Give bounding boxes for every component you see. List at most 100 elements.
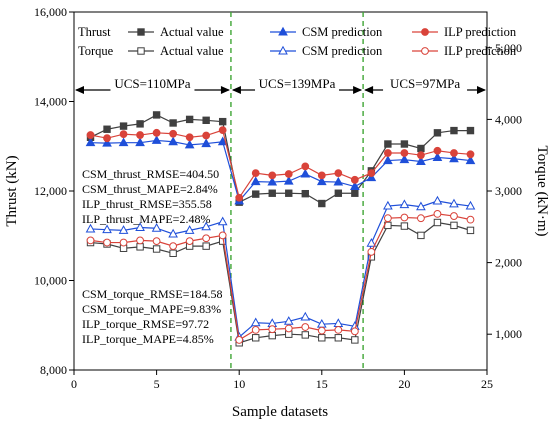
data-point-s1-7	[201, 138, 212, 148]
data-point-s1-23	[465, 155, 476, 165]
x-axis-label: Sample datasets	[232, 404, 328, 420]
data-point-s4-2	[118, 225, 129, 234]
data-point-s4-0	[85, 223, 96, 233]
legend-label-1-1: CSM prediction	[302, 44, 383, 58]
data-point-s1-22	[449, 153, 459, 163]
data-point-s1-0	[85, 137, 96, 147]
data-point-s0-22	[450, 126, 458, 135]
data-point-s5-16	[350, 327, 359, 336]
data-point-s0-20	[417, 144, 425, 153]
y-tick-label-right-0: 1,000	[495, 327, 522, 341]
legend-swatch-marker-1-1	[278, 45, 288, 55]
data-point-s4-8	[217, 216, 228, 226]
region-label-bg-1	[255, 79, 340, 96]
data-point-s4-3	[135, 222, 145, 232]
data-point-s1-12	[283, 175, 294, 185]
region-arrowhead-left-0	[75, 86, 84, 94]
data-point-s1-19	[399, 154, 410, 164]
data-point-s2-8	[218, 126, 227, 135]
data-point-s0-18	[384, 140, 392, 148]
data-point-s5-21	[433, 210, 442, 218]
legend-label-0-0: Actual value	[160, 25, 224, 39]
legend-label-0-2: ILP prediction	[444, 25, 517, 39]
data-point-s1-20	[416, 156, 426, 165]
y-tick-label-left-0: 8,000	[40, 363, 67, 377]
y-tick-label-left-4: 16,000	[34, 5, 67, 19]
data-point-s4-4	[151, 223, 162, 232]
data-point-s5-17	[367, 247, 376, 256]
x-tick-label-5: 25	[481, 377, 493, 391]
data-point-s0-6	[185, 115, 194, 124]
data-point-s0-8	[218, 117, 227, 126]
data-point-s1-16	[349, 181, 360, 191]
y-tick-label-right-3: 4,000	[495, 112, 522, 126]
data-point-s2-19	[400, 149, 409, 157]
torque-metric-1: CSM_torque_MAPE=9.83%	[82, 302, 221, 316]
y-tick-label-right-4: 5,000	[495, 41, 522, 55]
region-arrowhead-right-1	[353, 86, 363, 94]
torque-metric-3: ILP_torque_MAPE=4.85%	[82, 332, 214, 346]
data-point-s1-18	[383, 155, 393, 165]
data-point-s4-1	[102, 224, 112, 234]
y-tick-label-left-2: 12,000	[34, 184, 67, 198]
data-point-s3-22	[450, 221, 458, 230]
data-point-s5-19	[400, 213, 409, 222]
region-label-2: UCS=97MPa	[390, 76, 460, 91]
data-point-s1-8	[217, 136, 228, 146]
data-point-s1-11	[267, 176, 278, 186]
legend-swatch-marker-0-1	[278, 26, 288, 36]
data-point-s3-3	[136, 243, 144, 251]
data-point-s1-3	[135, 137, 145, 147]
data-point-s1-5	[168, 136, 178, 146]
data-point-s4-21	[432, 195, 443, 205]
data-point-s3-19	[400, 222, 409, 230]
data-point-s3-11	[268, 331, 276, 340]
data-point-s5-2	[119, 238, 128, 247]
region-label-0: UCS=110MPa	[114, 76, 190, 91]
data-point-s4-7	[201, 221, 212, 231]
data-point-s2-12	[284, 170, 293, 178]
data-point-s5-4	[152, 237, 161, 246]
thrust-metric-2: ILP_thrust_RMSE=355.58	[82, 197, 212, 211]
data-point-s1-15	[333, 176, 344, 186]
data-point-s0-4	[152, 111, 161, 119]
legend-swatch-marker-1-0	[137, 47, 145, 55]
data-point-s2-4	[152, 128, 161, 137]
region-label-bg-0	[110, 79, 195, 96]
data-point-s4-5	[168, 228, 178, 238]
data-point-s5-7	[202, 234, 211, 243]
y-tick-label-right-1: 2,000	[495, 256, 522, 270]
data-point-s4-13	[300, 311, 311, 321]
data-point-s4-6	[184, 225, 195, 234]
data-point-s4-10	[250, 317, 261, 327]
thrust-metric-1: CSM_thrust_MAPE=2.84%	[82, 182, 218, 196]
data-point-s1-10	[250, 176, 261, 186]
y-tick-label-left-1: 10,000	[34, 274, 67, 288]
data-point-s2-7	[202, 131, 211, 140]
data-point-s2-2	[119, 130, 128, 139]
data-point-s1-6	[184, 139, 195, 149]
legend-swatch-marker-1-2	[421, 47, 429, 55]
data-point-s2-1	[103, 134, 111, 143]
data-point-s0-5	[169, 119, 177, 127]
data-point-s2-18	[383, 149, 392, 157]
data-point-s3-23	[466, 226, 475, 235]
data-point-s5-5	[169, 242, 178, 251]
data-point-s0-19	[400, 140, 409, 148]
region-arrowhead-right-2	[477, 86, 486, 94]
region-arrowhead-left-1	[231, 86, 241, 94]
region-arrowhead-right-0	[220, 86, 230, 94]
data-point-s4-17	[366, 238, 377, 247]
region-label-1: UCS=139MPa	[259, 76, 336, 91]
data-point-s1-13	[300, 168, 311, 178]
data-point-s2-10	[251, 169, 260, 178]
data-point-s1-14	[316, 176, 327, 186]
data-point-s4-15	[333, 318, 344, 327]
data-point-s0-2	[119, 122, 128, 130]
data-point-s0-3	[136, 120, 144, 128]
data-point-s0-23	[466, 126, 475, 135]
data-point-s3-10	[252, 334, 260, 342]
data-point-s4-22	[449, 198, 459, 208]
x-tick-label-2: 10	[233, 377, 245, 391]
x-tick-label-0: 0	[71, 377, 77, 391]
